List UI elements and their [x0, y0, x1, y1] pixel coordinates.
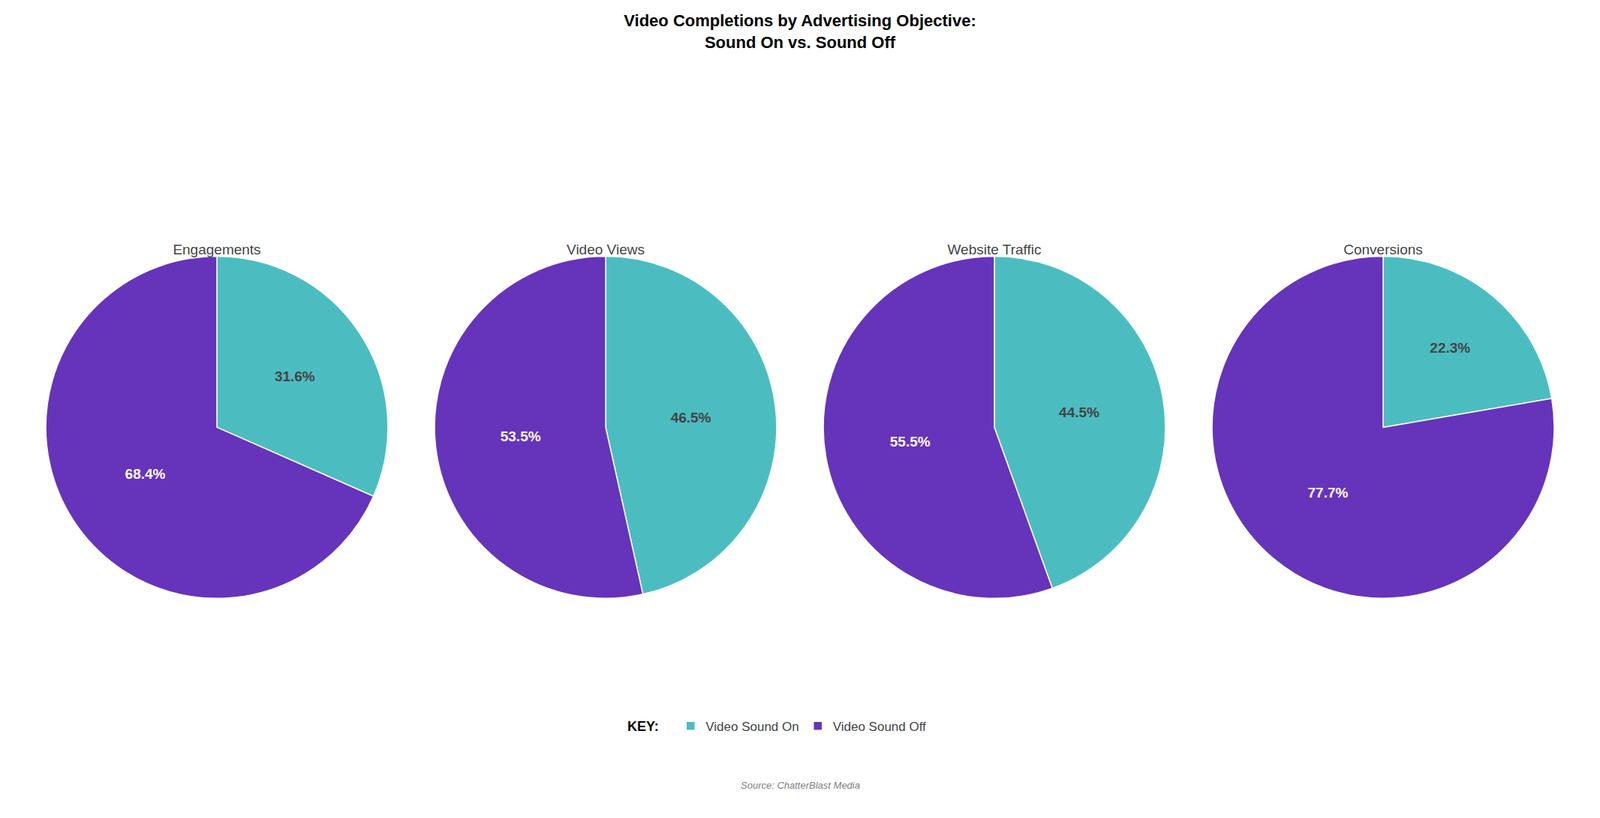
svg-text:68.4%: 68.4% — [125, 466, 166, 482]
svg-text:Source: ChatterBlast Media: Source: ChatterBlast Media — [740, 779, 861, 791]
svg-text:Video Sound Off: Video Sound Off — [833, 719, 927, 734]
svg-text:31.6%: 31.6% — [274, 368, 316, 385]
svg-text:Engagements: Engagements — [172, 241, 261, 258]
svg-text:53.5%: 53.5% — [500, 428, 542, 445]
svg-text:Conversions: Conversions — [1343, 241, 1423, 258]
svg-text:Website Traffic: Website Traffic — [947, 241, 1042, 258]
svg-text:22.3%: 22.3% — [1429, 339, 1471, 356]
svg-text:Video Sound On: Video Sound On — [705, 719, 799, 734]
svg-text:Video Views: Video Views — [566, 241, 645, 258]
svg-text:44.5%: 44.5% — [1058, 404, 1100, 421]
svg-text:55.5%: 55.5% — [890, 433, 931, 450]
svg-text:77.7%: 77.7% — [1308, 484, 1349, 501]
svg-text:46.5%: 46.5% — [670, 409, 712, 426]
svg-text:KEY:: KEY: — [627, 718, 659, 734]
svg-text:Video Completions by Advertisi: Video Completions by Advertising Objecti… — [623, 11, 976, 52]
